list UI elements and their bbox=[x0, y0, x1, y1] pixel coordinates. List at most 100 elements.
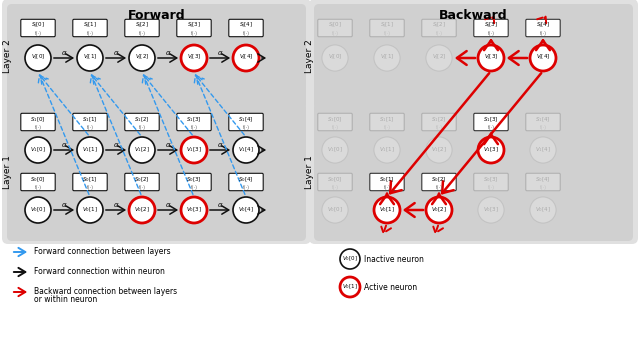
FancyBboxPatch shape bbox=[229, 113, 263, 131]
Text: $\alpha$: $\alpha$ bbox=[164, 141, 172, 149]
Text: $V_1[0]$: $V_1[0]$ bbox=[327, 145, 343, 154]
Text: f(·): f(·) bbox=[35, 185, 42, 190]
Text: f(·): f(·) bbox=[383, 31, 390, 36]
Text: $S_0[1]$: $S_0[1]$ bbox=[380, 175, 395, 184]
FancyBboxPatch shape bbox=[422, 173, 456, 191]
Circle shape bbox=[77, 197, 103, 223]
Circle shape bbox=[478, 45, 504, 71]
Text: Layer 1: Layer 1 bbox=[305, 155, 314, 189]
Text: $V_j[0]$: $V_j[0]$ bbox=[31, 53, 45, 63]
Text: $S_j[2]$: $S_j[2]$ bbox=[432, 21, 446, 30]
Text: $S_j[0]$: $S_j[0]$ bbox=[31, 21, 45, 30]
Circle shape bbox=[374, 45, 400, 71]
Text: Forward connection within neuron: Forward connection within neuron bbox=[34, 268, 165, 276]
Text: $S_j[4]$: $S_j[4]$ bbox=[536, 21, 550, 30]
Text: $V_0[1]$: $V_0[1]$ bbox=[82, 206, 98, 215]
FancyBboxPatch shape bbox=[73, 19, 107, 37]
FancyBboxPatch shape bbox=[7, 103, 306, 241]
FancyBboxPatch shape bbox=[370, 113, 404, 131]
Text: $S_j[4]$: $S_j[4]$ bbox=[239, 21, 253, 30]
FancyBboxPatch shape bbox=[314, 4, 633, 109]
Text: $S_1[2]$: $S_1[2]$ bbox=[134, 115, 150, 124]
FancyBboxPatch shape bbox=[370, 19, 404, 37]
Circle shape bbox=[25, 137, 51, 163]
Circle shape bbox=[426, 137, 452, 163]
Text: f(·): f(·) bbox=[540, 125, 547, 130]
Text: $V_0[4]$: $V_0[4]$ bbox=[238, 206, 254, 215]
FancyBboxPatch shape bbox=[125, 173, 159, 191]
Text: f(·): f(·) bbox=[332, 185, 339, 190]
FancyBboxPatch shape bbox=[474, 19, 508, 37]
Text: f(·): f(·) bbox=[332, 31, 339, 36]
FancyBboxPatch shape bbox=[526, 113, 560, 131]
Text: f(·): f(·) bbox=[332, 125, 339, 130]
Circle shape bbox=[322, 45, 348, 71]
FancyBboxPatch shape bbox=[177, 113, 211, 131]
Text: $\alpha$: $\alpha$ bbox=[61, 49, 67, 57]
Circle shape bbox=[77, 45, 103, 71]
Text: $V_j[0]$: $V_j[0]$ bbox=[328, 53, 342, 63]
Text: $S_1[1]$: $S_1[1]$ bbox=[380, 115, 395, 124]
Circle shape bbox=[25, 197, 51, 223]
Circle shape bbox=[233, 45, 259, 71]
Text: f(·): f(·) bbox=[435, 31, 442, 36]
Text: $S_j[3]$: $S_j[3]$ bbox=[187, 21, 201, 30]
FancyBboxPatch shape bbox=[422, 113, 456, 131]
Text: $S_j[3]$: $S_j[3]$ bbox=[484, 21, 498, 30]
Circle shape bbox=[530, 197, 556, 223]
Text: $\alpha$: $\alpha$ bbox=[61, 141, 67, 149]
Text: f(·): f(·) bbox=[243, 125, 250, 130]
Circle shape bbox=[181, 137, 207, 163]
Text: f(·): f(·) bbox=[243, 31, 250, 36]
Text: f(·): f(·) bbox=[435, 185, 442, 190]
FancyBboxPatch shape bbox=[20, 19, 55, 37]
Text: $V_0[2]$: $V_0[2]$ bbox=[431, 206, 447, 215]
Text: $V_0[0]$: $V_0[0]$ bbox=[327, 206, 343, 215]
FancyBboxPatch shape bbox=[20, 113, 55, 131]
Circle shape bbox=[129, 197, 155, 223]
FancyBboxPatch shape bbox=[474, 173, 508, 191]
Circle shape bbox=[530, 137, 556, 163]
Text: $S_1[0]$: $S_1[0]$ bbox=[30, 115, 45, 124]
Text: $V_1[3]$: $V_1[3]$ bbox=[483, 145, 499, 154]
FancyBboxPatch shape bbox=[318, 113, 352, 131]
FancyBboxPatch shape bbox=[314, 103, 633, 241]
Text: f(·): f(·) bbox=[138, 185, 145, 190]
Text: $S_1[0]$: $S_1[0]$ bbox=[327, 115, 342, 124]
Text: $V_j[3]$: $V_j[3]$ bbox=[484, 53, 498, 63]
Text: $S_0[4]$: $S_0[4]$ bbox=[238, 175, 253, 184]
Text: f(·): f(·) bbox=[138, 125, 145, 130]
FancyBboxPatch shape bbox=[229, 173, 263, 191]
Text: $S_0[1]$: $S_0[1]$ bbox=[83, 175, 98, 184]
Circle shape bbox=[426, 45, 452, 71]
Text: $S_1[4]$: $S_1[4]$ bbox=[238, 115, 253, 124]
Text: $S_j[1]$: $S_j[1]$ bbox=[380, 21, 394, 30]
Circle shape bbox=[340, 249, 360, 269]
Text: Forward connection between layers: Forward connection between layers bbox=[34, 247, 171, 257]
Text: $V_j[2]$: $V_j[2]$ bbox=[135, 53, 149, 63]
Circle shape bbox=[129, 137, 155, 163]
Circle shape bbox=[374, 137, 400, 163]
Text: or within neuron: or within neuron bbox=[34, 296, 97, 304]
Circle shape bbox=[129, 45, 155, 71]
Circle shape bbox=[374, 197, 400, 223]
Text: Layer 1: Layer 1 bbox=[3, 155, 12, 189]
Text: $V_0[3]$: $V_0[3]$ bbox=[483, 206, 499, 215]
Text: $V_1[3]$: $V_1[3]$ bbox=[186, 145, 202, 154]
Text: f(·): f(·) bbox=[86, 125, 93, 130]
Text: f(·): f(·) bbox=[191, 31, 198, 36]
Circle shape bbox=[322, 197, 348, 223]
Text: $\alpha$: $\alpha$ bbox=[164, 49, 172, 57]
Text: Layer 2: Layer 2 bbox=[305, 40, 314, 73]
Text: $S_1[4]$: $S_1[4]$ bbox=[535, 115, 550, 124]
Text: $V_0[1]$: $V_0[1]$ bbox=[379, 206, 395, 215]
Text: $V_1[0]$: $V_1[0]$ bbox=[30, 145, 46, 154]
FancyBboxPatch shape bbox=[229, 19, 263, 37]
Text: $V_0[1]$: $V_0[1]$ bbox=[342, 282, 358, 291]
Circle shape bbox=[25, 45, 51, 71]
Text: f(·): f(·) bbox=[86, 31, 93, 36]
Text: Inactive neuron: Inactive neuron bbox=[364, 255, 424, 263]
Text: $\alpha$: $\alpha$ bbox=[217, 49, 223, 57]
Text: $V_1[1]$: $V_1[1]$ bbox=[379, 145, 395, 154]
Text: $V_1[2]$: $V_1[2]$ bbox=[134, 145, 150, 154]
